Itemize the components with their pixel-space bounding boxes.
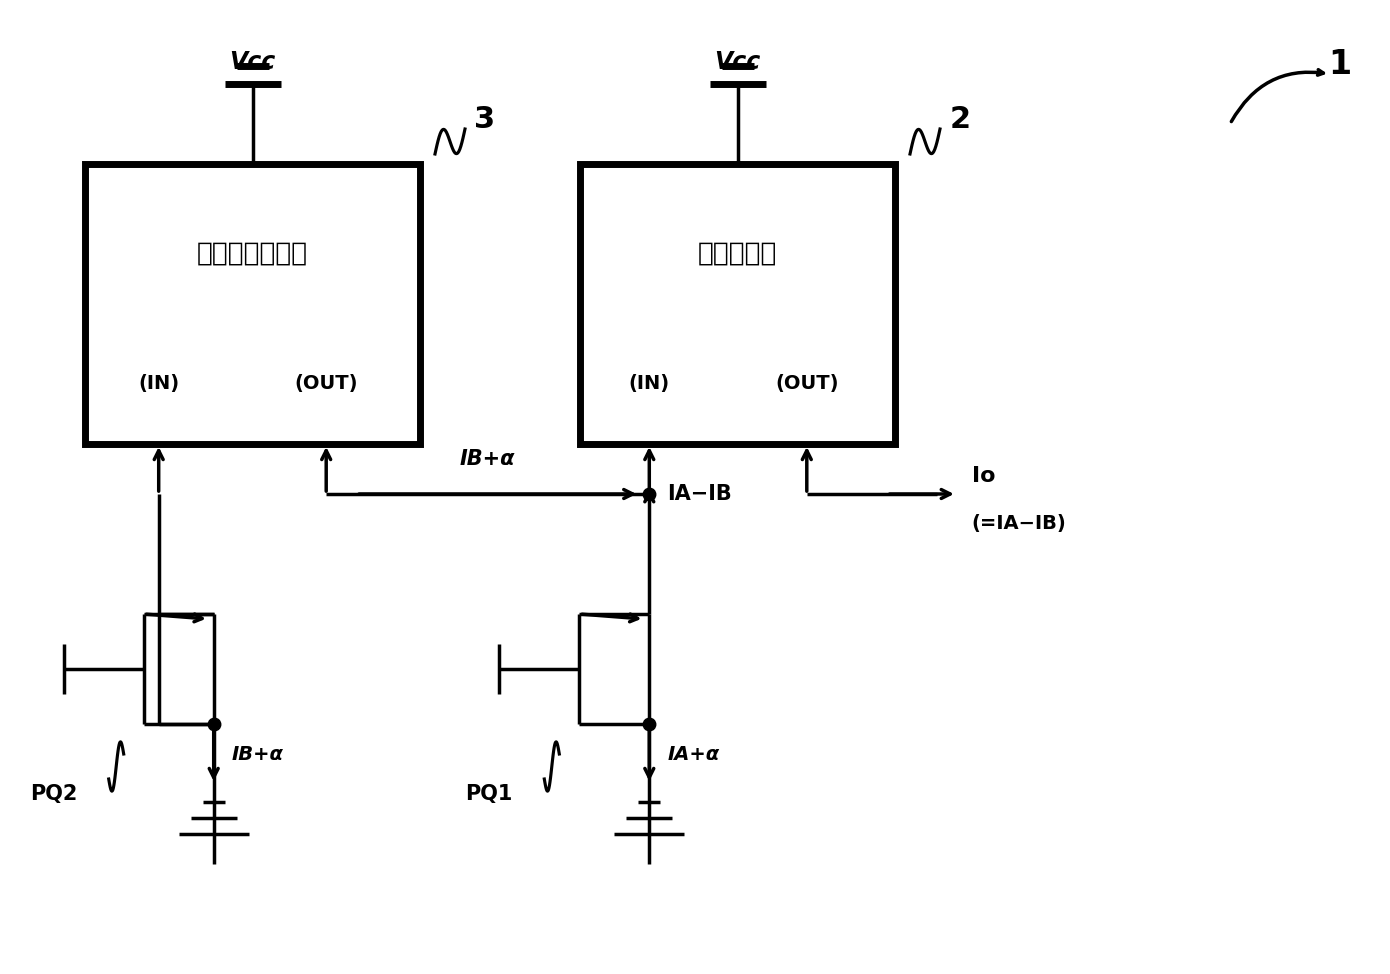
Bar (85, 164, 420, 444)
Text: Io: Io (972, 466, 995, 486)
Text: (OUT): (OUT) (295, 374, 359, 393)
Text: PQ1: PQ1 (466, 784, 513, 804)
Bar (580, 164, 895, 444)
Text: IA+α: IA+α (667, 744, 720, 764)
Text: 3: 3 (474, 104, 496, 133)
Text: 电流镜电路: 电流镜电路 (698, 241, 777, 267)
Text: 1: 1 (1329, 48, 1351, 81)
Text: 辅助电流镜电路: 辅助电流镜电路 (197, 241, 309, 267)
Text: PQ2: PQ2 (31, 784, 78, 804)
Text: IB+α: IB+α (232, 744, 284, 764)
Text: (IN): (IN) (628, 374, 670, 393)
Text: IB+α: IB+α (460, 449, 516, 469)
Text: (=IA−IB): (=IA−IB) (972, 514, 1066, 534)
Text: Vcc: Vcc (229, 50, 275, 74)
Text: IA−IB: IA−IB (667, 484, 733, 504)
Text: Vcc: Vcc (714, 50, 760, 74)
Text: (OUT): (OUT) (776, 374, 838, 393)
Text: 2: 2 (949, 104, 970, 133)
Text: (IN): (IN) (138, 374, 179, 393)
